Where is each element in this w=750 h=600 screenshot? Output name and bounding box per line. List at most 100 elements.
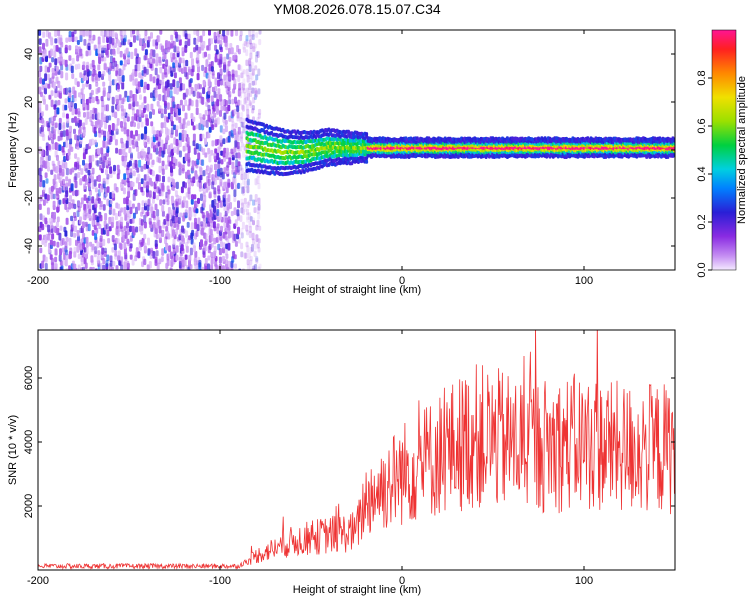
heatmap-cell (192, 116, 196, 122)
heatmap-cell (134, 159, 138, 168)
heatmap-cell (166, 259, 170, 267)
heatmap-cell (253, 94, 257, 100)
heatmap-cell (109, 166, 113, 174)
heatmap-cell (58, 187, 62, 194)
heatmap-cell (238, 82, 242, 91)
heatmap-cell (239, 92, 243, 99)
heatmap-cell (117, 169, 121, 175)
heatmap-cell (254, 65, 258, 71)
heatmap-cell (255, 54, 258, 63)
heatmap-cell (239, 30, 243, 37)
heatmap-cell (158, 135, 162, 143)
heatmap-cell (137, 123, 140, 129)
heatmap-cell (233, 128, 237, 136)
heatmap-cell (240, 87, 244, 94)
heatmap-cell (88, 70, 92, 76)
heatmap-cell (88, 49, 92, 56)
heatmap-cell (243, 92, 247, 100)
heatmap-cell (173, 45, 177, 53)
heatmap-cell (186, 169, 190, 176)
heatmap-cell (167, 176, 171, 183)
heatmap-cell (227, 224, 231, 231)
heatmap-cell (246, 180, 250, 187)
heatmap-cell (57, 30, 61, 37)
heatmap-cell (252, 265, 256, 270)
heatmap-cell (91, 243, 95, 251)
heatmap-cell (77, 171, 81, 178)
heatmap-cell (56, 216, 60, 223)
heatmap-cell (245, 173, 249, 180)
heatmap-cell (249, 77, 253, 85)
heatmap-cell (184, 122, 188, 129)
heatmap-cell (154, 256, 158, 264)
heatmap-cell (74, 225, 77, 233)
heatmap-cell (249, 194, 253, 202)
heatmap-cell (187, 182, 191, 190)
heatmap-cell (218, 212, 222, 221)
heatmap-cell (163, 108, 167, 115)
heatmap-cell (194, 217, 197, 223)
heatmap-cell (87, 169, 91, 176)
heatmap-cell (137, 63, 141, 72)
heatmap-cell (123, 242, 127, 250)
heatmap-cell (248, 264, 252, 270)
heatmap-cell (58, 232, 62, 241)
heatmap-cell (198, 181, 202, 189)
heatmap-cell (90, 121, 94, 127)
heatmap-cell (225, 186, 229, 194)
heatmap-cell (64, 59, 68, 68)
heatmap-cell (203, 195, 207, 203)
heatmap-cell (213, 245, 217, 254)
heatmap-cell (161, 160, 165, 166)
heatmap-cell (218, 74, 222, 82)
heatmap-cell (144, 35, 148, 42)
heatmap-cell (233, 78, 237, 87)
heatmap-cell (120, 69, 124, 76)
heatmap-cell (159, 146, 162, 153)
heatmap-cell (250, 72, 254, 80)
heatmap-cell (39, 65, 43, 73)
heatmap-cell (216, 117, 220, 125)
heatmap-cell (191, 165, 195, 171)
heatmap-cell (216, 227, 220, 234)
heatmap-cell (184, 99, 188, 107)
heatmap-cell (54, 122, 58, 128)
heatmap-cell (81, 83, 85, 90)
heatmap-cell (239, 182, 243, 189)
heatmap-cell (97, 87, 101, 93)
heatmap-cell (38, 86, 42, 95)
heatmap-cell (202, 30, 206, 37)
heatmap-cell (69, 125, 72, 133)
heatmap-cell (166, 79, 170, 86)
heatmap-cell (41, 223, 45, 231)
heatmap-cell (219, 94, 223, 102)
heatmap-cell (129, 254, 133, 260)
heatmap-cell (178, 139, 182, 147)
heatmap-cell (237, 64, 241, 71)
heatmap-cell (138, 159, 142, 168)
heatmap-cell (39, 174, 43, 182)
heatmap-cells (38, 30, 675, 270)
heatmap-cell (240, 198, 244, 206)
heatmap-cell (219, 135, 223, 143)
heatmap-cell (151, 170, 155, 177)
heatmap-cell (84, 262, 88, 269)
heatmap-cell (172, 215, 176, 224)
heatmap-cell (251, 30, 255, 37)
heatmap-cell (254, 178, 258, 186)
heatmap-cell (224, 235, 228, 241)
heatmap-cell (198, 144, 202, 152)
heatmap-cell (112, 260, 116, 267)
heatmap-cell (114, 42, 117, 48)
heatmap-cell (254, 87, 257, 95)
heatmap-cell (207, 213, 211, 221)
heatmap-cell (88, 30, 92, 38)
heatmap-cell (246, 208, 249, 216)
heatmap-cell (137, 33, 141, 40)
heatmap-cell (136, 145, 140, 152)
heatmap-cell (74, 77, 78, 86)
heatmap-cell (186, 136, 190, 145)
heatmap-cell (60, 130, 64, 138)
heatmap-cell (90, 255, 94, 263)
heatmap-cell (245, 103, 249, 111)
